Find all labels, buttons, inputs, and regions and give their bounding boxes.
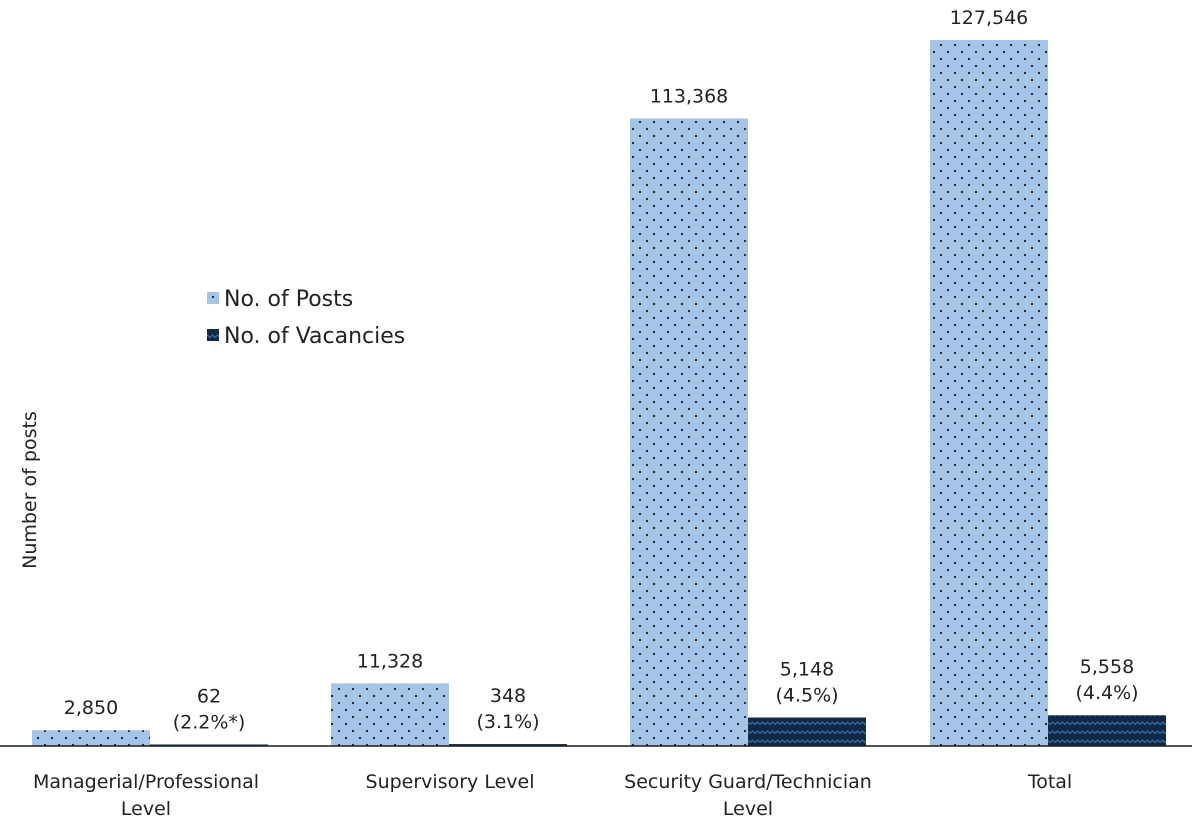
data-label-posts-2: 113,368 bbox=[650, 85, 729, 107]
data-label-line: 5,558 bbox=[1080, 656, 1134, 678]
x-tick-label-1: Supervisory Level bbox=[366, 771, 535, 793]
data-label-line: 127,546 bbox=[950, 7, 1029, 29]
legend-label-vacancies: No. of Vacancies bbox=[224, 324, 405, 349]
data-label-line: (3.1%) bbox=[476, 711, 539, 733]
legend: No. of Posts No. of Vacancies bbox=[207, 287, 405, 349]
data-label-line: 11,328 bbox=[357, 650, 423, 672]
data-label-line: 348 bbox=[490, 685, 526, 707]
data-label-vacancies-3: 5,558 (4.4%) bbox=[1075, 656, 1138, 704]
x-tick-label-line: Level bbox=[121, 798, 171, 820]
x-tick-label-line: Managerial/Professional bbox=[33, 771, 259, 793]
data-label-posts-0: 2,850 bbox=[64, 697, 118, 719]
legend-swatch-posts bbox=[207, 292, 219, 304]
bar-posts-0 bbox=[32, 730, 150, 746]
data-label-vacancies-2: 5,148 (4.5%) bbox=[775, 659, 838, 707]
legend-label-posts: No. of Posts bbox=[224, 287, 353, 312]
x-tick-label-2: Security Guard/Technician Level bbox=[624, 771, 872, 820]
bar-vacancies-2 bbox=[748, 717, 866, 746]
x-tick-label-line: Level bbox=[723, 798, 773, 820]
data-label-line: 5,148 bbox=[780, 659, 834, 681]
data-label-line: (2.2%*) bbox=[173, 712, 246, 734]
data-label-line: (4.5%) bbox=[775, 685, 838, 707]
x-tick-label-line: Security Guard/Technician bbox=[624, 771, 872, 793]
legend-item-vacancies: No. of Vacancies bbox=[207, 324, 405, 349]
bar-posts-3 bbox=[930, 40, 1048, 746]
bar-vacancies-3 bbox=[1048, 715, 1166, 746]
legend-swatch-vacancies bbox=[207, 329, 219, 341]
bar-posts-2 bbox=[630, 118, 748, 747]
data-label-vacancies-1: 348 (3.1%) bbox=[476, 685, 539, 733]
data-label-line: 2,850 bbox=[64, 697, 118, 719]
bar-vacancies-1 bbox=[449, 744, 567, 746]
x-tick-label-line: Total bbox=[1027, 771, 1072, 793]
y-axis-label: Number of posts bbox=[19, 411, 41, 569]
data-label-vacancies-0: 62 (2.2%*) bbox=[173, 686, 246, 734]
data-label-line: (4.4%) bbox=[1075, 682, 1138, 704]
data-label-line: 113,368 bbox=[650, 85, 729, 107]
data-label-posts-1: 11,328 bbox=[357, 650, 423, 672]
data-label-line: 62 bbox=[197, 686, 221, 708]
x-tick-label-0: Managerial/Professional Level bbox=[33, 771, 259, 820]
bar-posts-1 bbox=[331, 683, 449, 746]
x-tick-label-3: Total bbox=[1027, 771, 1072, 793]
legend-item-posts: No. of Posts bbox=[207, 287, 353, 312]
x-tick-label-line: Supervisory Level bbox=[366, 771, 535, 793]
data-label-posts-3: 127,546 bbox=[950, 7, 1029, 29]
